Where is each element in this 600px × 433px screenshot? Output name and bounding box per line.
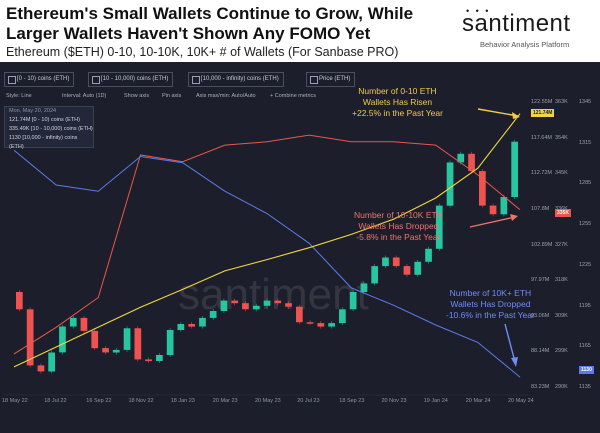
y-tick-label: 1345 — [579, 99, 592, 105]
annotation-line: Number of 10K+ ETH — [449, 288, 532, 298]
x-tick-label: 18 Jan 23 — [170, 398, 195, 404]
y-tick-label: 112.72M — [531, 170, 552, 177]
annotation-mid: Number of 10-10K ETH Wallets Has Dropped… — [354, 210, 443, 243]
values-tooltip: Mon, May 20, 2024 121.74M [0 - 10) coins… — [4, 106, 94, 150]
checkbox-icon[interactable] — [192, 76, 200, 84]
y-tick-label: 83.23M — [531, 384, 550, 390]
annotation-line: Number of 10-10K ETH — [354, 210, 443, 220]
series-line-large — [13, 149, 521, 378]
x-tick-label: 20 May 24 — [508, 398, 534, 404]
x-tick-label: 18 Jul 22 — [44, 398, 67, 404]
y-tick-label: 1135 — [579, 384, 591, 390]
y-tick-label: 299K — [555, 348, 568, 355]
y-tick-label: 93.06M — [531, 312, 550, 319]
arrow-large — [504, 323, 516, 363]
y-tick-label: 1315 — [579, 139, 592, 146]
y-tick-label: 327K — [555, 241, 568, 248]
x-tick-label: 18 Sep 23 — [339, 398, 365, 404]
y-tick-label: 309K — [555, 312, 568, 319]
chart-area: [0 - 10) coins (ETH) [10 - 10,000) coins… — [0, 62, 600, 433]
logo-dots-icon: • • • — [466, 6, 491, 16]
arrow-small-head — [512, 112, 520, 119]
legend-item-price[interactable]: Price (ETH) — [306, 72, 356, 87]
y-tick-label: 290K — [555, 384, 568, 390]
annotation-line: Wallets Has Dropped — [358, 221, 439, 231]
y-tick-label: 345K — [555, 170, 568, 177]
x-tick-label: 18 Nov 22 — [128, 398, 154, 404]
annotation-line: -5.8% in the Past Year — [356, 232, 441, 242]
pin-axis-toggle[interactable]: Pin axis — [162, 93, 182, 99]
y-tick-label: 107.8M — [531, 205, 550, 212]
annotation-line: Number of 0-10 ETH — [358, 86, 437, 96]
y-tick-label: 1285 — [579, 180, 592, 187]
x-tick-label: 20 May 23 — [255, 398, 281, 404]
y-tick-label: 97.97M — [531, 277, 550, 284]
watermark: santiment — [178, 270, 369, 319]
x-tick-label: 20 Mar 23 — [212, 398, 238, 404]
tag-mid: 335K — [555, 209, 571, 217]
legend-item-mid[interactable]: [10 - 10,000) coins (ETH) — [88, 72, 174, 87]
page-subtitle: Ethereum ($ETH) 0-10, 10-10K, 10K+ # of … — [6, 45, 399, 59]
legend-item-small[interactable]: [0 - 10) coins (ETH) — [4, 72, 75, 87]
annotation-large: Number of 10K+ ETH Wallets Has Dropped -… — [446, 288, 535, 321]
price-candles — [16, 139, 518, 374]
y-tick-label: 336K — [555, 206, 568, 212]
annotation-line: -10.6% in the Past Year — [446, 310, 535, 320]
y-tick-label: 1195 — [579, 302, 591, 309]
arrow-mid-head — [510, 214, 518, 221]
annotation-small: Number of 0-10 ETH Wallets Has Risen +22… — [352, 86, 443, 119]
x-tick-label: 18 May 22 — [2, 398, 28, 404]
y-tick-label: 318K — [555, 277, 568, 284]
x-tick-label: 19 Jan 24 — [423, 398, 448, 404]
checkbox-icon[interactable] — [92, 76, 100, 84]
brand-logo: santiment — [462, 10, 571, 37]
x-tick-label: 20 Nov 23 — [381, 398, 407, 404]
annotation-line: +22.5% in the Past Year — [352, 108, 443, 118]
arrow-small — [477, 108, 519, 117]
y-tick-label: 122.55M — [531, 99, 553, 105]
tooltip-value-mid: 335.49K [10 - 10,000) coins (ETH) — [9, 126, 93, 132]
series-line-mid — [13, 134, 521, 355]
legend-label: Price (ETH) — [319, 76, 351, 82]
y-tick-label: 102.89M — [531, 241, 553, 248]
y-tick-label: 1255 — [579, 221, 592, 228]
y-tick-label: 1165 — [579, 343, 591, 350]
y-tick-label: 88.14M — [531, 348, 550, 355]
page-title: Ethereum's Small Wallets Continue to Gro… — [6, 4, 414, 43]
legend-label: [10,000 - infinity) coins (ETH) — [201, 76, 279, 82]
x-tick-label: 20 Mar 24 — [465, 398, 491, 404]
annotation-line: Wallets Has Dropped — [450, 299, 531, 309]
x-tick-label: 20 Jul 23 — [297, 398, 320, 404]
series-line-small — [13, 113, 521, 368]
y-tick-label: 354K — [555, 134, 568, 141]
brand-tagline: Behavior Analysis Platform — [480, 40, 570, 49]
legend-label: [10 - 10,000) coins (ETH) — [101, 76, 169, 82]
header: Ethereum's Small Wallets Continue to Gro… — [0, 0, 600, 62]
y-tick-label: 1225 — [579, 261, 592, 268]
checkbox-icon[interactable] — [8, 76, 16, 84]
arrow-mid — [469, 216, 516, 228]
style-selector[interactable]: Style: Line — [6, 93, 32, 99]
tag-small: 121.74M — [531, 109, 555, 117]
tooltip-value-small: 121.74M [0 - 10) coins (ETH) — [9, 117, 80, 123]
legend-label: [0 - 10) coins (ETH) — [17, 76, 70, 82]
checkbox-icon[interactable] — [310, 76, 318, 84]
tooltip-date: Mon, May 20, 2024 — [9, 108, 57, 114]
annotation-line: Wallets Has Risen — [362, 97, 433, 107]
chart-svg — [4, 108, 528, 396]
tooltip-value-large: 1130 [10,000 - infinity) coins (ETH) — [9, 135, 78, 150]
y-tick-label: 363K — [555, 99, 568, 105]
x-tick-label: 16 Sep 22 — [86, 398, 112, 404]
y-tick-label: 117.64M — [531, 134, 552, 141]
legend-item-large[interactable]: [10,000 - infinity) coins (ETH) — [188, 72, 284, 87]
combine-metrics-button[interactable]: + Combine metrics — [270, 93, 317, 99]
tag-large: 1130 — [579, 366, 594, 374]
axis-maxmin-selector[interactable]: Axis max/min: Auto/Auto — [196, 93, 256, 99]
arrow-large-head — [511, 357, 518, 367]
show-axis-toggle[interactable]: Show axis — [124, 93, 150, 99]
interval-selector[interactable]: Interval: Auto (1D) — [62, 93, 107, 99]
